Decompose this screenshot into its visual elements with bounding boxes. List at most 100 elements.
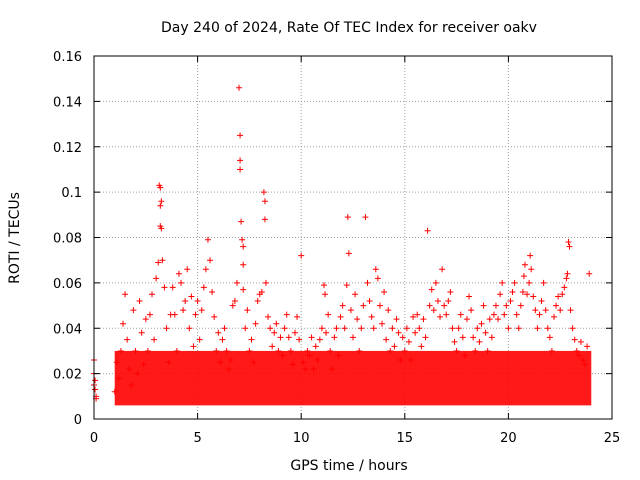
data-point xyxy=(242,325,249,332)
data-point xyxy=(383,336,390,343)
x-axis-label: GPS time / hours xyxy=(290,458,407,474)
data-point xyxy=(117,347,124,354)
data-point xyxy=(519,288,526,295)
data-point xyxy=(209,288,216,295)
data-point xyxy=(308,334,315,341)
data-point xyxy=(534,325,541,332)
data-point xyxy=(520,273,527,280)
data-point xyxy=(470,334,477,341)
data-point xyxy=(144,347,151,354)
data-point xyxy=(480,302,487,309)
data-point xyxy=(567,307,574,314)
data-point xyxy=(261,198,268,205)
chart-title: Day 240 of 2024, Rate Of TEC Index for r… xyxy=(161,20,537,36)
data-point xyxy=(254,298,261,305)
y-tick-label: 0.04 xyxy=(53,322,82,337)
data-point xyxy=(420,316,427,323)
data-point xyxy=(393,316,400,323)
data-point xyxy=(376,302,383,309)
data-point xyxy=(331,334,338,341)
data-point xyxy=(186,325,193,332)
y-axis-label: ROTI / TECUs xyxy=(7,192,23,284)
data-point xyxy=(128,381,135,388)
y-tick-label: 0.14 xyxy=(53,95,82,110)
data-point xyxy=(190,343,197,350)
data-point xyxy=(586,270,593,277)
data-point xyxy=(200,284,207,291)
data-point xyxy=(237,157,244,164)
data-point xyxy=(575,352,582,359)
data-point xyxy=(318,325,325,332)
data-point xyxy=(372,266,379,273)
data-point xyxy=(219,336,226,343)
data-point xyxy=(408,357,415,364)
y-tick-label: 0.02 xyxy=(53,368,82,383)
data-point xyxy=(120,320,127,327)
data-point xyxy=(231,298,238,305)
data-point xyxy=(362,214,369,221)
data-point xyxy=(360,302,367,309)
data-point xyxy=(370,325,377,332)
data-point xyxy=(169,284,176,291)
data-point xyxy=(159,257,166,264)
data-point xyxy=(399,334,406,341)
data-point xyxy=(310,366,317,373)
data-point xyxy=(542,307,549,314)
data-point xyxy=(273,320,280,327)
data-point xyxy=(352,291,359,298)
data-point xyxy=(509,288,516,295)
x-tick-label: 20 xyxy=(500,431,517,446)
data-point xyxy=(217,359,224,366)
data-point xyxy=(546,334,553,341)
data-point xyxy=(584,343,591,350)
data-point xyxy=(237,166,244,173)
data-point xyxy=(211,313,218,320)
data-point xyxy=(536,311,543,318)
data-point xyxy=(92,386,99,393)
data-point xyxy=(134,370,141,377)
data-point xyxy=(497,291,504,298)
data-point xyxy=(434,298,441,305)
y-tick-label: 0.08 xyxy=(53,232,82,247)
grid-lines xyxy=(94,56,612,419)
data-point xyxy=(486,316,493,323)
data-point xyxy=(524,291,531,298)
data-point xyxy=(188,293,195,300)
data-point xyxy=(478,320,485,327)
data-point xyxy=(207,257,214,264)
data-point xyxy=(507,298,514,305)
data-point xyxy=(246,347,253,354)
data-point xyxy=(391,343,398,350)
data-point xyxy=(182,298,189,305)
data-point xyxy=(457,311,464,318)
data-point xyxy=(178,279,185,286)
y-tick-label: 0.12 xyxy=(53,141,82,156)
data-point xyxy=(401,347,408,354)
data-point xyxy=(490,311,497,318)
data-point xyxy=(559,291,566,298)
data-point xyxy=(300,359,307,366)
data-point xyxy=(261,216,268,223)
data-point xyxy=(410,313,417,320)
data-point xyxy=(430,307,437,314)
data-point xyxy=(314,357,321,364)
data-point xyxy=(320,282,327,289)
data-point xyxy=(532,307,539,314)
data-point xyxy=(184,266,191,273)
data-point xyxy=(240,286,247,293)
data-point xyxy=(412,329,419,336)
data-point xyxy=(474,325,481,332)
data-point xyxy=(149,291,156,298)
data-point xyxy=(158,198,165,205)
data-point xyxy=(92,377,99,384)
data-point xyxy=(395,329,402,336)
data-point xyxy=(540,279,547,286)
data-point xyxy=(555,293,562,300)
data-point xyxy=(341,325,348,332)
x-tick-labels: 0 5 10 15 20 25 xyxy=(90,431,620,446)
data-point xyxy=(175,270,182,277)
data-point xyxy=(294,313,301,320)
data-point xyxy=(339,302,346,309)
data-point xyxy=(142,316,149,323)
data-point xyxy=(563,275,570,282)
